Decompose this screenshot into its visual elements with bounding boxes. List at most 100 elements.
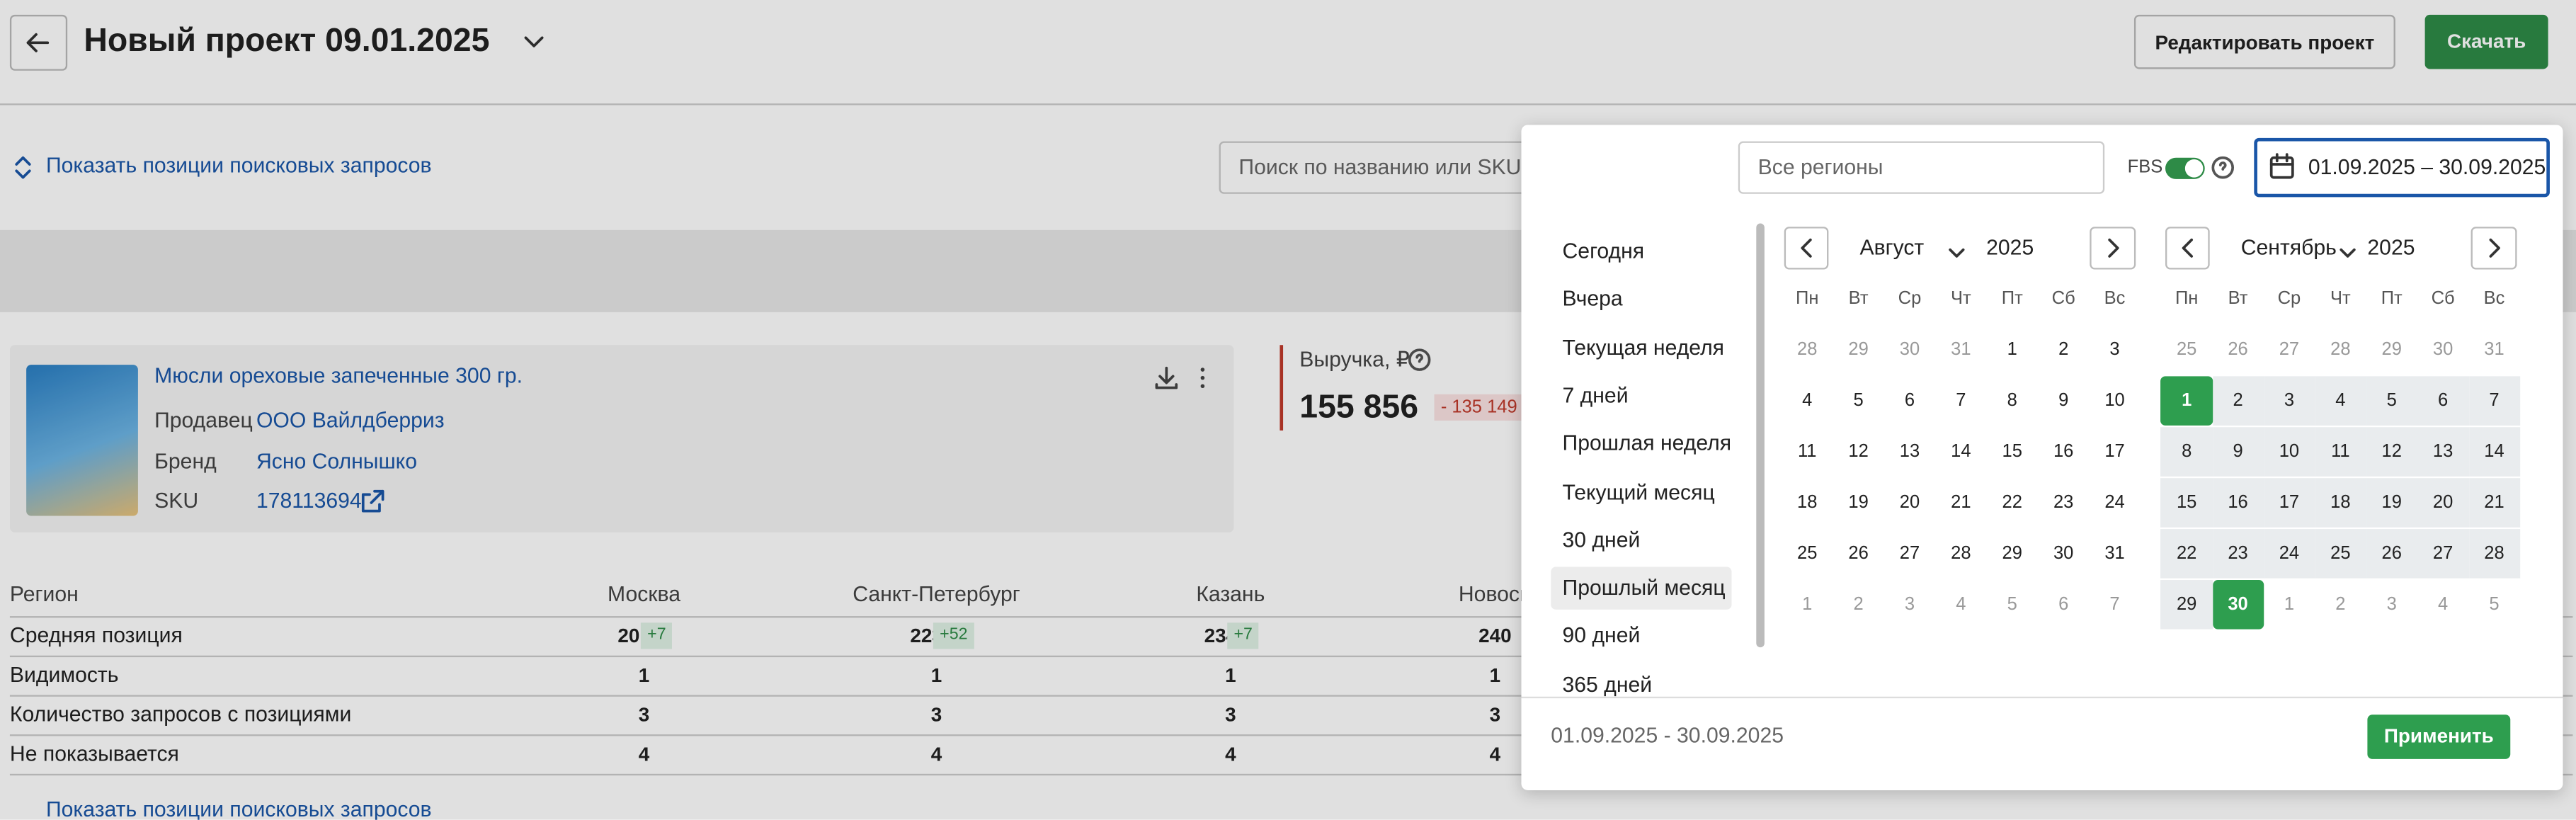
day[interactable]: 25 <box>2176 340 2197 360</box>
day[interactable]: 29 <box>1848 340 1869 360</box>
next-month[interactable] <box>2470 227 2517 270</box>
month-select[interactable]: Сентябрь <box>2240 234 2337 260</box>
day[interactable]: 28 <box>1951 543 1971 564</box>
day[interactable]: 19 <box>2381 493 2402 513</box>
day[interactable]: 31 <box>1951 340 1971 360</box>
preset[interactable]: Прошлый месяц <box>1562 575 1726 600</box>
day[interactable]: 23 <box>2053 493 2074 513</box>
day[interactable]: 11 <box>1797 442 1817 462</box>
day[interactable]: 30 <box>2432 340 2454 360</box>
day[interactable]: 5 <box>2007 594 2017 615</box>
day[interactable]: 26 <box>1848 543 1869 564</box>
day[interactable]: 19 <box>1848 493 1869 513</box>
prev-month[interactable] <box>1784 227 1829 270</box>
day[interactable]: 31 <box>2484 340 2504 360</box>
day[interactable]: 4 <box>2438 594 2449 615</box>
day[interactable]: 18 <box>2330 493 2351 513</box>
day[interactable]: 5 <box>2489 594 2500 615</box>
day[interactable]: 7 <box>2489 391 2500 411</box>
day[interactable]: 17 <box>2104 442 2125 462</box>
field-value[interactable]: 178113694 <box>256 488 362 513</box>
day[interactable]: 1 <box>1802 594 1813 615</box>
day[interactable]: 25 <box>1797 543 1818 564</box>
day[interactable]: 4 <box>1802 391 1813 411</box>
day[interactable]: 3 <box>2284 391 2295 411</box>
day[interactable]: 31 <box>2104 543 2125 564</box>
day[interactable]: 9 <box>2233 442 2243 462</box>
day[interactable]: 18 <box>1797 493 1818 513</box>
day[interactable]: 29 <box>2002 543 2022 564</box>
day[interactable]: 13 <box>1899 442 1920 462</box>
preset[interactable]: 365 дней <box>1562 671 1653 697</box>
day[interactable]: 2 <box>1853 594 1864 615</box>
preset[interactable]: Сегодня <box>1562 238 1645 263</box>
fbs-toggle[interactable] <box>2165 157 2205 179</box>
day[interactable]: 27 <box>2279 340 2300 360</box>
preset[interactable]: Прошлая неделя <box>1562 431 1732 456</box>
day[interactable]: 5 <box>2386 391 2397 411</box>
month-select[interactable]: Август <box>1859 234 1925 260</box>
day[interactable]: 12 <box>2381 442 2402 462</box>
day[interactable]: 21 <box>1951 493 1971 513</box>
day[interactable]: 20 <box>2432 493 2454 513</box>
day[interactable]: 13 <box>2432 442 2454 462</box>
date-input[interactable]: 01.09.2025 – 30.09.2025 <box>2254 137 2550 198</box>
day[interactable]: 16 <box>2053 442 2074 462</box>
preset[interactable]: 7 дней <box>1562 382 1629 408</box>
apply-button[interactable]: Применить <box>2367 714 2511 759</box>
day[interactable]: 1 <box>2284 594 2295 615</box>
day[interactable]: 26 <box>2228 340 2248 360</box>
day[interactable]: 25 <box>2330 543 2351 564</box>
day[interactable]: 15 <box>2176 493 2197 513</box>
day[interactable]: 16 <box>2228 493 2248 513</box>
day[interactable]: 30 <box>1899 340 1920 360</box>
day[interactable]: 4 <box>1956 594 1966 615</box>
region-input[interactable]: Все регионы <box>1738 141 2105 194</box>
day[interactable]: 7 <box>2109 594 2120 615</box>
day[interactable]: 27 <box>1899 543 1920 564</box>
day[interactable]: 28 <box>2330 340 2351 360</box>
day[interactable]: 24 <box>2279 543 2300 564</box>
day[interactable]: 20 <box>1899 493 1920 513</box>
day[interactable]: 22 <box>2002 493 2022 513</box>
day[interactable]: 23 <box>2228 543 2248 564</box>
preset[interactable]: Вчера <box>1562 286 1623 312</box>
day[interactable]: 2 <box>2058 340 2069 360</box>
day[interactable]: 8 <box>2182 442 2192 462</box>
product-name[interactable]: Мюсли ореховые запеченные 300 гр. <box>154 363 523 388</box>
preset[interactable]: Текущая неделя <box>1562 334 1725 360</box>
day[interactable]: 1 <box>2182 391 2192 411</box>
day[interactable]: 7 <box>1956 391 1966 411</box>
edit-button[interactable]: Редактировать проект <box>2133 14 2395 69</box>
menu-icon[interactable] <box>1192 365 1212 391</box>
day[interactable]: 11 <box>2331 442 2350 462</box>
day[interactable]: 26 <box>2381 543 2402 564</box>
day[interactable]: 4 <box>2335 391 2346 411</box>
preset[interactable]: 90 дней <box>1562 623 1641 649</box>
footer-link[interactable]: Показать позиции поисковых запросов <box>45 797 432 820</box>
day[interactable]: 22 <box>2176 543 2197 564</box>
day[interactable]: 9 <box>2058 391 2069 411</box>
day[interactable]: 6 <box>2438 391 2449 411</box>
day[interactable]: 14 <box>1951 442 1971 462</box>
day[interactable]: 28 <box>1797 340 1818 360</box>
day[interactable]: 14 <box>2484 442 2504 462</box>
day[interactable]: 17 <box>2279 493 2300 513</box>
day[interactable]: 30 <box>2228 594 2248 615</box>
preset[interactable]: 30 дней <box>1562 527 1641 552</box>
day[interactable]: 3 <box>2109 340 2120 360</box>
day[interactable]: 30 <box>2053 543 2074 564</box>
day[interactable]: 12 <box>1848 442 1869 462</box>
toggle-link[interactable]: Показать позиции поисковых запросов <box>45 152 432 178</box>
download-icon[interactable] <box>1153 365 1180 391</box>
title-dropdown[interactable] <box>523 31 545 51</box>
preset[interactable]: Текущий месяц <box>1562 479 1715 504</box>
day[interactable]: 3 <box>2386 594 2397 615</box>
day[interactable]: 5 <box>1853 391 1864 411</box>
day[interactable]: 6 <box>1904 391 1915 411</box>
year-select[interactable]: 2025 <box>1986 234 2034 260</box>
field-value[interactable]: Ясно Солнышко <box>256 448 417 474</box>
download-button[interactable]: Скачать <box>2424 14 2548 69</box>
day[interactable]: 6 <box>2058 594 2069 615</box>
day[interactable]: 28 <box>2484 543 2504 564</box>
